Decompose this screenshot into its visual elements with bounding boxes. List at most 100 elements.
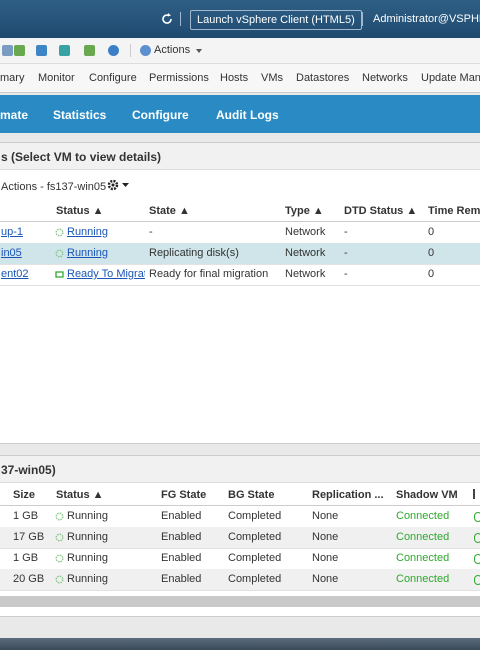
cell: Replicating disk(s)	[149, 247, 239, 259]
cut-cell	[474, 512, 480, 522]
tool-icon[interactable]	[84, 45, 95, 56]
cell: Enabled	[161, 573, 202, 585]
running-icon	[55, 533, 64, 542]
column-header[interactable]: Shadow VM	[396, 489, 458, 501]
table-row[interactable]: 20 GB Running Enabled Completed None Connecte…	[0, 569, 480, 591]
panel-title-bar: 37-win05)	[0, 456, 480, 483]
cut-cell	[474, 533, 480, 543]
column-header[interactable]: Replication ...	[312, 489, 384, 501]
nav-bar: mate Statistics Configure Audit Logs	[0, 95, 480, 133]
column-header[interactable]: FG State	[161, 489, 207, 501]
column-header[interactable]: BG State	[228, 489, 275, 501]
cell[interactable]: Running	[67, 226, 108, 238]
cell: Connected	[396, 510, 450, 522]
actions-menu[interactable]: Actions	[154, 44, 191, 56]
running-icon	[55, 249, 64, 258]
cell[interactable]: in05	[1, 247, 22, 259]
launch-button[interactable]: Launch vSphere Client (HTML5)	[190, 10, 362, 30]
cell: 17 GB	[13, 531, 45, 543]
column-header[interactable]: Status ▲	[56, 489, 104, 501]
cell: Enabled	[161, 510, 202, 522]
nav-item[interactable]: mate	[0, 108, 29, 122]
ready-icon	[55, 271, 64, 278]
tab[interactable]: Hosts	[220, 72, 249, 84]
gear-menu[interactable]	[107, 178, 133, 192]
cell: Network	[285, 268, 326, 280]
cut-cell	[474, 575, 480, 585]
separator	[362, 12, 363, 26]
cell: None	[312, 573, 339, 585]
column-header[interactable]: DTD Status ▲	[344, 205, 418, 217]
cell[interactable]: up-1	[1, 226, 24, 238]
cell: 1 GB	[13, 552, 39, 564]
cell: -	[344, 247, 348, 259]
cell: Completed	[228, 531, 282, 543]
panel-title: 37-win05)	[1, 463, 56, 477]
refresh-icon[interactable]	[160, 12, 174, 26]
running-icon	[55, 228, 64, 237]
table-row[interactable]: ent02 Ready To Migrat Ready for final migr…	[0, 264, 480, 286]
user-menu[interactable]: Administrator@VSPHE	[373, 13, 480, 25]
cell: Connected	[396, 531, 450, 543]
header-row	[0, 483, 480, 506]
disk-panel: 37-win05) Size Status ▲ FG State BG State Re…	[0, 455, 480, 617]
column-header[interactable]: Status ▲	[56, 205, 104, 217]
cell: Enabled	[161, 531, 202, 543]
cell: Running	[67, 552, 108, 564]
cell[interactable]: Running	[67, 247, 108, 259]
running-icon	[55, 575, 64, 584]
cell: Enabled	[161, 552, 202, 564]
cell[interactable]: ent02	[1, 268, 29, 280]
cell: Running	[67, 531, 108, 543]
cell: 0	[428, 247, 435, 259]
nav-item[interactable]: Configure	[132, 108, 189, 122]
tab[interactable]: Networks	[362, 72, 408, 84]
column-header[interactable]: Type ▲	[285, 205, 324, 217]
column-header[interactable]: Size	[13, 489, 36, 501]
top-bar: Launch vSphere Client (HTML5) Administra…	[0, 0, 480, 38]
nav-item[interactable]: Audit Logs	[216, 108, 279, 122]
cell: -	[344, 226, 348, 238]
cell: 0	[428, 226, 435, 238]
scrollbar[interactable]	[0, 596, 480, 607]
cell[interactable]: Ready To Migrat	[67, 268, 145, 280]
tool-icon[interactable]	[36, 45, 47, 56]
separator	[180, 12, 181, 26]
panel-title-bar: s (Select VM to view details)	[0, 143, 480, 170]
running-icon	[55, 554, 64, 563]
tab[interactable]: Configure	[89, 72, 137, 84]
tool-icon[interactable]	[14, 45, 25, 56]
tool-icon[interactable]	[108, 45, 119, 56]
tool-icon[interactable]	[59, 45, 70, 56]
cell: 20 GB	[13, 573, 45, 585]
column-header[interactable]: Time Rema	[428, 205, 480, 217]
cell: Completed	[228, 510, 282, 522]
column-header[interactable]: State ▲	[149, 205, 190, 217]
table-row[interactable]: 17 GB Running Enabled Completed None Connecte…	[0, 527, 480, 549]
tab-bar: mary Monitor Configure Permissions Hosts VMs D…	[0, 64, 480, 93]
migration-panel: s (Select VM to view details) Actions - …	[0, 142, 480, 444]
cell: Completed	[228, 552, 282, 564]
tab[interactable]: Monitor	[38, 72, 75, 84]
tool-icon[interactable]	[2, 45, 13, 56]
table-row[interactable]: 1 GB Running Enabled Completed None Connected	[0, 548, 480, 570]
table-row[interactable]: in05 Running Replicating disk(s) Network - 0	[0, 243, 480, 265]
actions-icon	[140, 45, 151, 56]
cell: 1 GB	[13, 510, 39, 522]
toolbar: Actions	[0, 38, 480, 64]
running-icon	[55, 512, 64, 521]
table-row[interactable]: 1 GB Running Enabled Completed None Connected	[0, 506, 480, 528]
nav-item[interactable]: Statistics	[53, 108, 107, 122]
tab[interactable]: Datastores	[296, 72, 350, 84]
tab[interactable]: mary	[0, 72, 25, 84]
actions-label[interactable]: Actions - fs137-win05	[1, 181, 107, 193]
tab[interactable]: Permissions	[149, 72, 209, 84]
cell: Ready for final migration	[149, 268, 269, 280]
tab[interactable]: Update Mana	[421, 72, 480, 84]
tab[interactable]: VMs	[261, 72, 283, 84]
panel-title: s (Select VM to view details)	[1, 150, 162, 164]
table-row[interactable]: up-1 Running - Network - 0	[0, 222, 480, 244]
cell: None	[312, 510, 339, 522]
cell: Network	[285, 226, 326, 238]
cell: Network	[285, 247, 326, 259]
